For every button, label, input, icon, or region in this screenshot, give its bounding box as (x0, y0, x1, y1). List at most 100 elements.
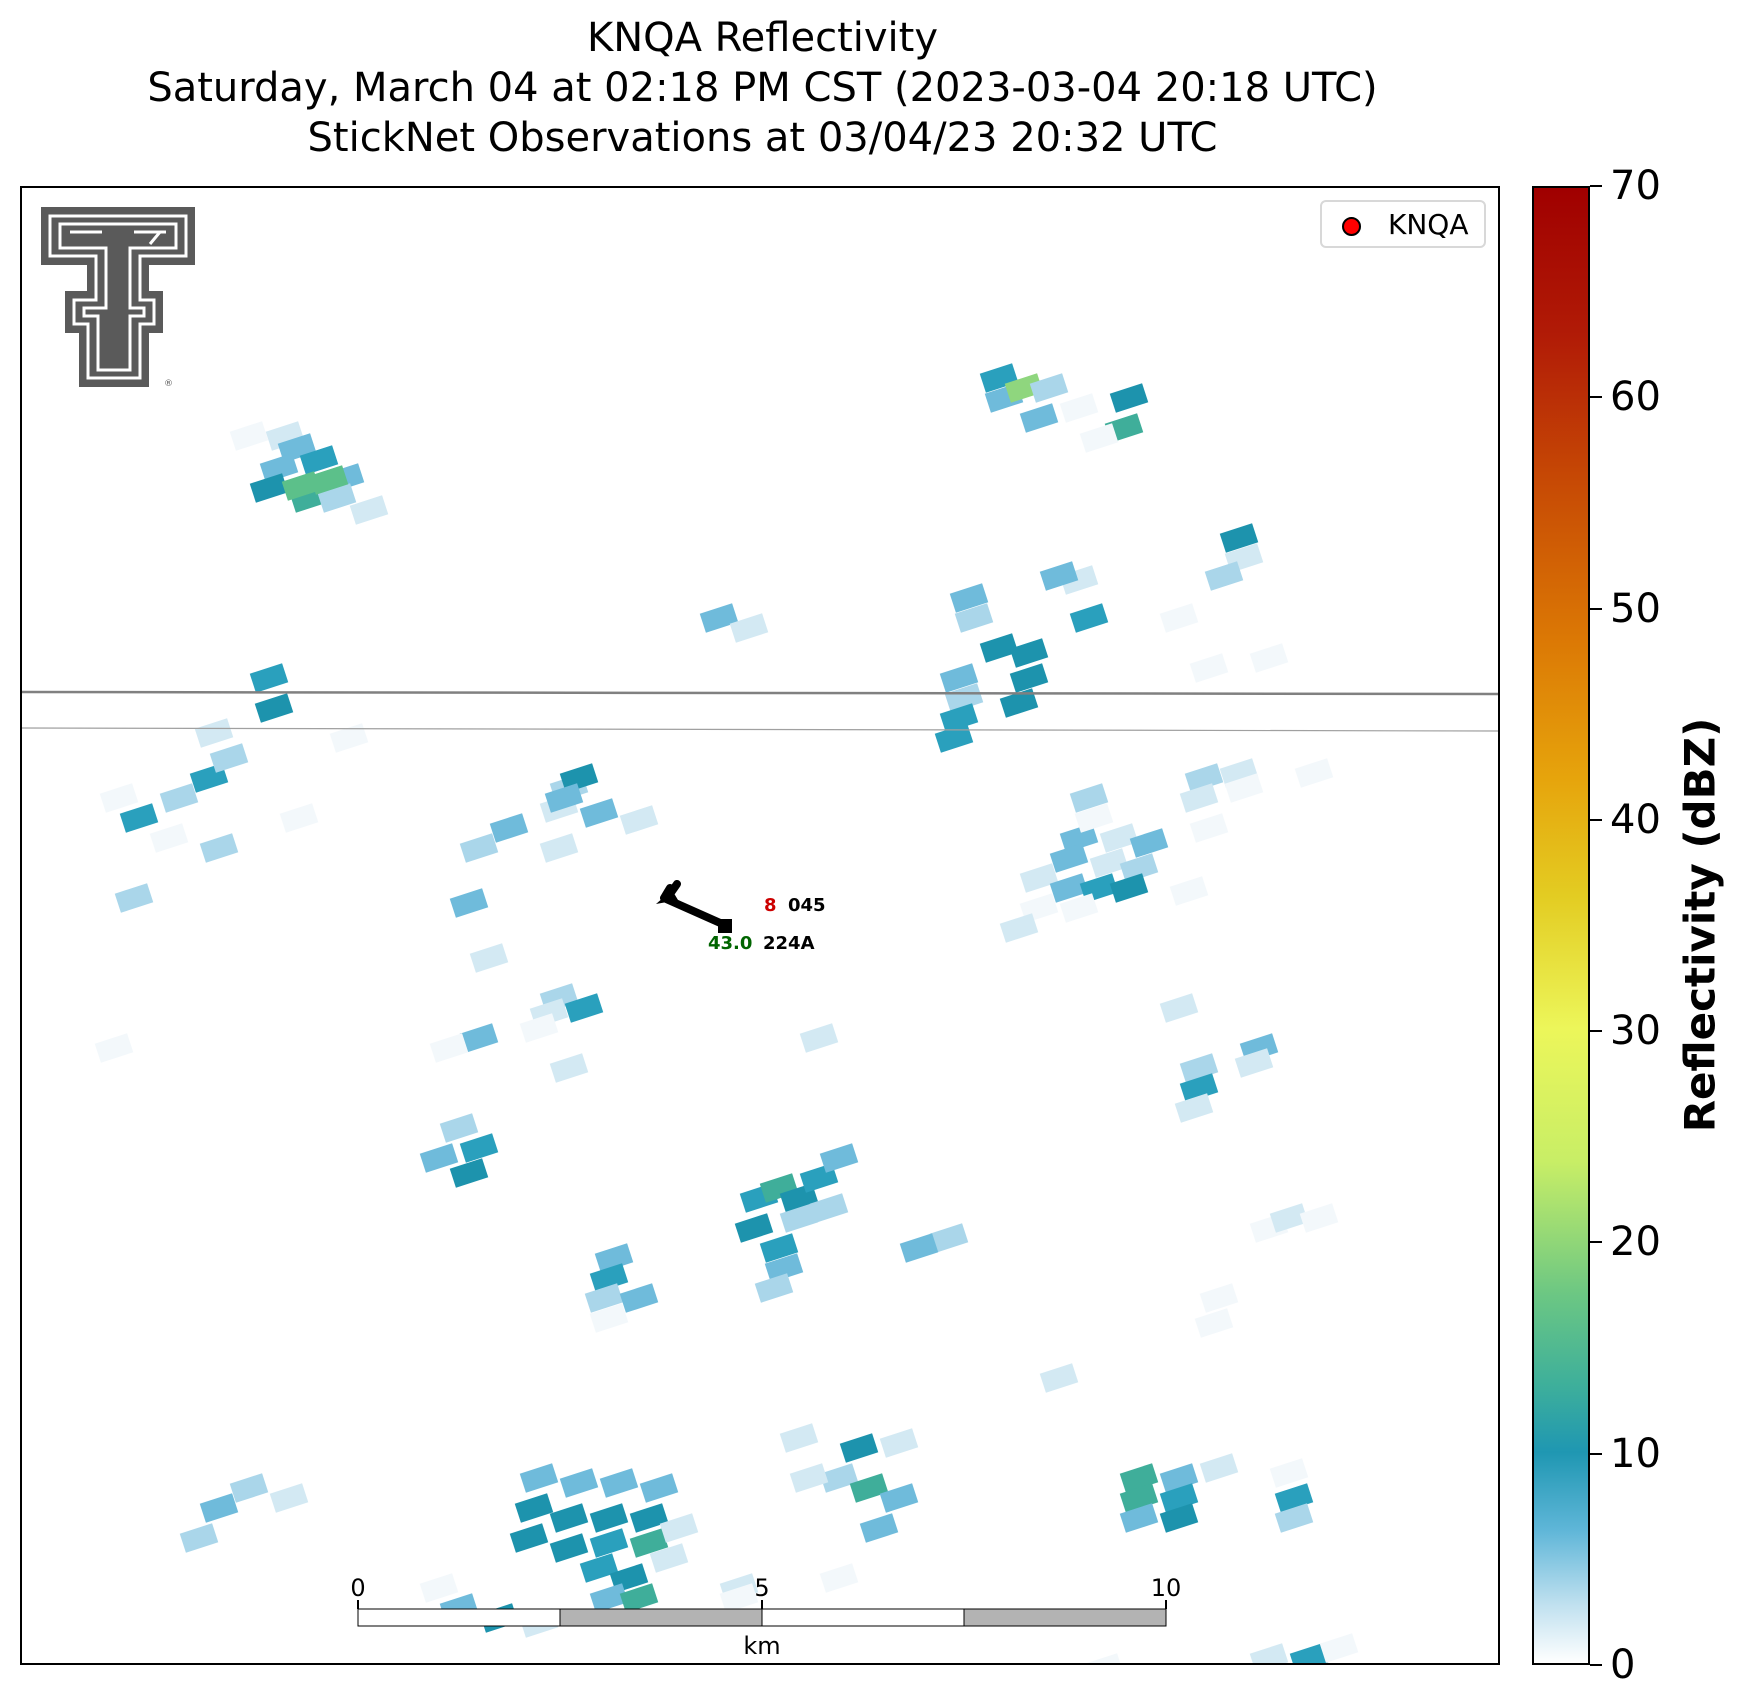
reflectivity-cell (589, 1263, 629, 1293)
scale-tick-label: 0 (350, 1574, 365, 1602)
reflectivity-cell (949, 583, 989, 613)
reflectivity-cell (1039, 1363, 1079, 1393)
reflectivity-cell (249, 473, 289, 503)
reflectivity-cell (114, 883, 154, 913)
reflectivity-cell (839, 1433, 879, 1463)
reflectivity-cell (944, 683, 984, 713)
reflectivity-cell (439, 1113, 479, 1143)
reflectivity-cell (649, 1543, 689, 1573)
reflectivity-cell (1179, 1073, 1219, 1103)
colorbar-tick-label: 20 (1610, 1219, 1661, 1266)
reflectivity-cell (1079, 423, 1119, 453)
reflectivity-cell (309, 465, 349, 495)
reflectivity-cell (449, 888, 489, 918)
reflectivity-cell (199, 1493, 239, 1523)
radar-map[interactable]: 8 045 43.0 224A 0 5 10 km ® (20, 186, 1500, 1665)
reflectivity-cell (1174, 1093, 1214, 1123)
reflectivity-cell (764, 1253, 804, 1283)
reflectivity-cell (1249, 643, 1289, 673)
reflectivity-cell (149, 823, 189, 853)
reflectivity-cell (1019, 403, 1059, 433)
reflectivity-cell (449, 1158, 489, 1188)
chart-title-line-2: Saturday, March 04 at 02:18 PM CST (2023… (147, 65, 1378, 111)
reflectivity-cell (469, 943, 509, 973)
reflectivity-cell (809, 1193, 849, 1223)
station-temp: 8 (764, 895, 777, 916)
reflectivity-cell (489, 813, 529, 843)
reflectivity-cell (299, 445, 339, 475)
reflectivity-cell (899, 1233, 939, 1263)
reflectivity-cell (619, 1283, 659, 1313)
reflectivity-cell (559, 763, 599, 793)
reflectivity-cell (519, 1463, 559, 1493)
reflectivity-cell (1234, 1048, 1274, 1078)
reflectivity-cell (1184, 763, 1224, 793)
reflectivity-echoes (94, 363, 1359, 1663)
reflectivity-cell (1294, 758, 1334, 788)
reflectivity-cell (859, 1513, 899, 1543)
reflectivity-cell (549, 1533, 589, 1563)
colorbar-title: Reflectivity (dBZ) (1675, 717, 1725, 1133)
reflectivity-cell (519, 1013, 559, 1043)
scale-tick-label: 10 (1151, 1574, 1182, 1602)
reflectivity-cell (819, 1463, 859, 1493)
reflectivity-cell (459, 1023, 499, 1053)
colorbar-tick-label: 30 (1610, 1008, 1661, 1055)
reflectivity-cell (779, 1203, 819, 1233)
reflectivity-cell (754, 1273, 794, 1303)
station-id: 045 (788, 895, 826, 916)
reflectivity-cell (999, 913, 1039, 943)
reflectivity-cell (119, 803, 159, 833)
reflectivity-cell (1169, 876, 1209, 906)
colorbar-tick-mark (1590, 1241, 1602, 1244)
reflectivity-cell (579, 1553, 619, 1583)
reflectivity-cell (734, 1213, 774, 1243)
reflectivity-cell (849, 1473, 889, 1503)
reflectivity-cell (1029, 373, 1069, 403)
reflectivity-cell (1129, 828, 1169, 858)
reflectivity-cell (1099, 823, 1139, 853)
reflectivity-cell (879, 1483, 919, 1513)
reflectivity-cell (1189, 813, 1229, 843)
reflectivity-cell (629, 1528, 669, 1558)
reflectivity-cell (1089, 848, 1129, 878)
reflectivity-cell (929, 1223, 969, 1253)
reflectivity-cell (799, 1023, 839, 1053)
colorbar-tick-label: 0 (1610, 1642, 1636, 1688)
reflectivity-cell (939, 703, 979, 733)
reflectivity-cell (1069, 603, 1109, 633)
reflectivity-cell (1224, 773, 1264, 803)
reflectivity-cell (719, 1583, 759, 1613)
reflectivity-cell (549, 1503, 589, 1533)
station-plot[interactable]: 8 045 43.0 224A (656, 880, 826, 954)
reflectivity-cell (1219, 523, 1259, 553)
reflectivity-cell (1059, 823, 1099, 853)
scale-tick-label: 5 (754, 1574, 769, 1602)
station-name: 224A (763, 933, 815, 954)
chart-title-line-1: KNQA Reflectivity (586, 15, 939, 61)
reflectivity-cell (699, 603, 739, 633)
reflectivity-cell (1319, 1633, 1359, 1663)
reflectivity-cell (629, 1503, 669, 1533)
reflectivity-cell (1159, 993, 1199, 1023)
colorbar-tick-mark (1590, 818, 1602, 821)
reflectivity-cell (1159, 1503, 1199, 1533)
reflectivity-cell (594, 1243, 634, 1273)
reflectivity-cell (1119, 853, 1159, 883)
reflectivity-cell (979, 633, 1019, 663)
colorbar-tick-label: 10 (1610, 1430, 1661, 1477)
colorbar-tick-label: 50 (1610, 585, 1661, 632)
colorbar-tick-mark (1590, 396, 1602, 399)
reflectivity-cell (539, 833, 579, 863)
scale-unit-label: km (743, 1632, 780, 1660)
reflectivity-cell (564, 993, 604, 1023)
reflectivity-cell (729, 613, 769, 643)
reflectivity-cell (1199, 1453, 1239, 1483)
reflectivity-cell (1194, 1308, 1234, 1338)
colorbar-tick-mark (1590, 1664, 1602, 1666)
map-legend: KNQA (1320, 200, 1486, 248)
reflectivity-cell (99, 783, 139, 813)
reflectivity-cell (1289, 1643, 1329, 1663)
reflectivity-cell (934, 723, 974, 753)
reflectivity-cell (1039, 561, 1079, 591)
